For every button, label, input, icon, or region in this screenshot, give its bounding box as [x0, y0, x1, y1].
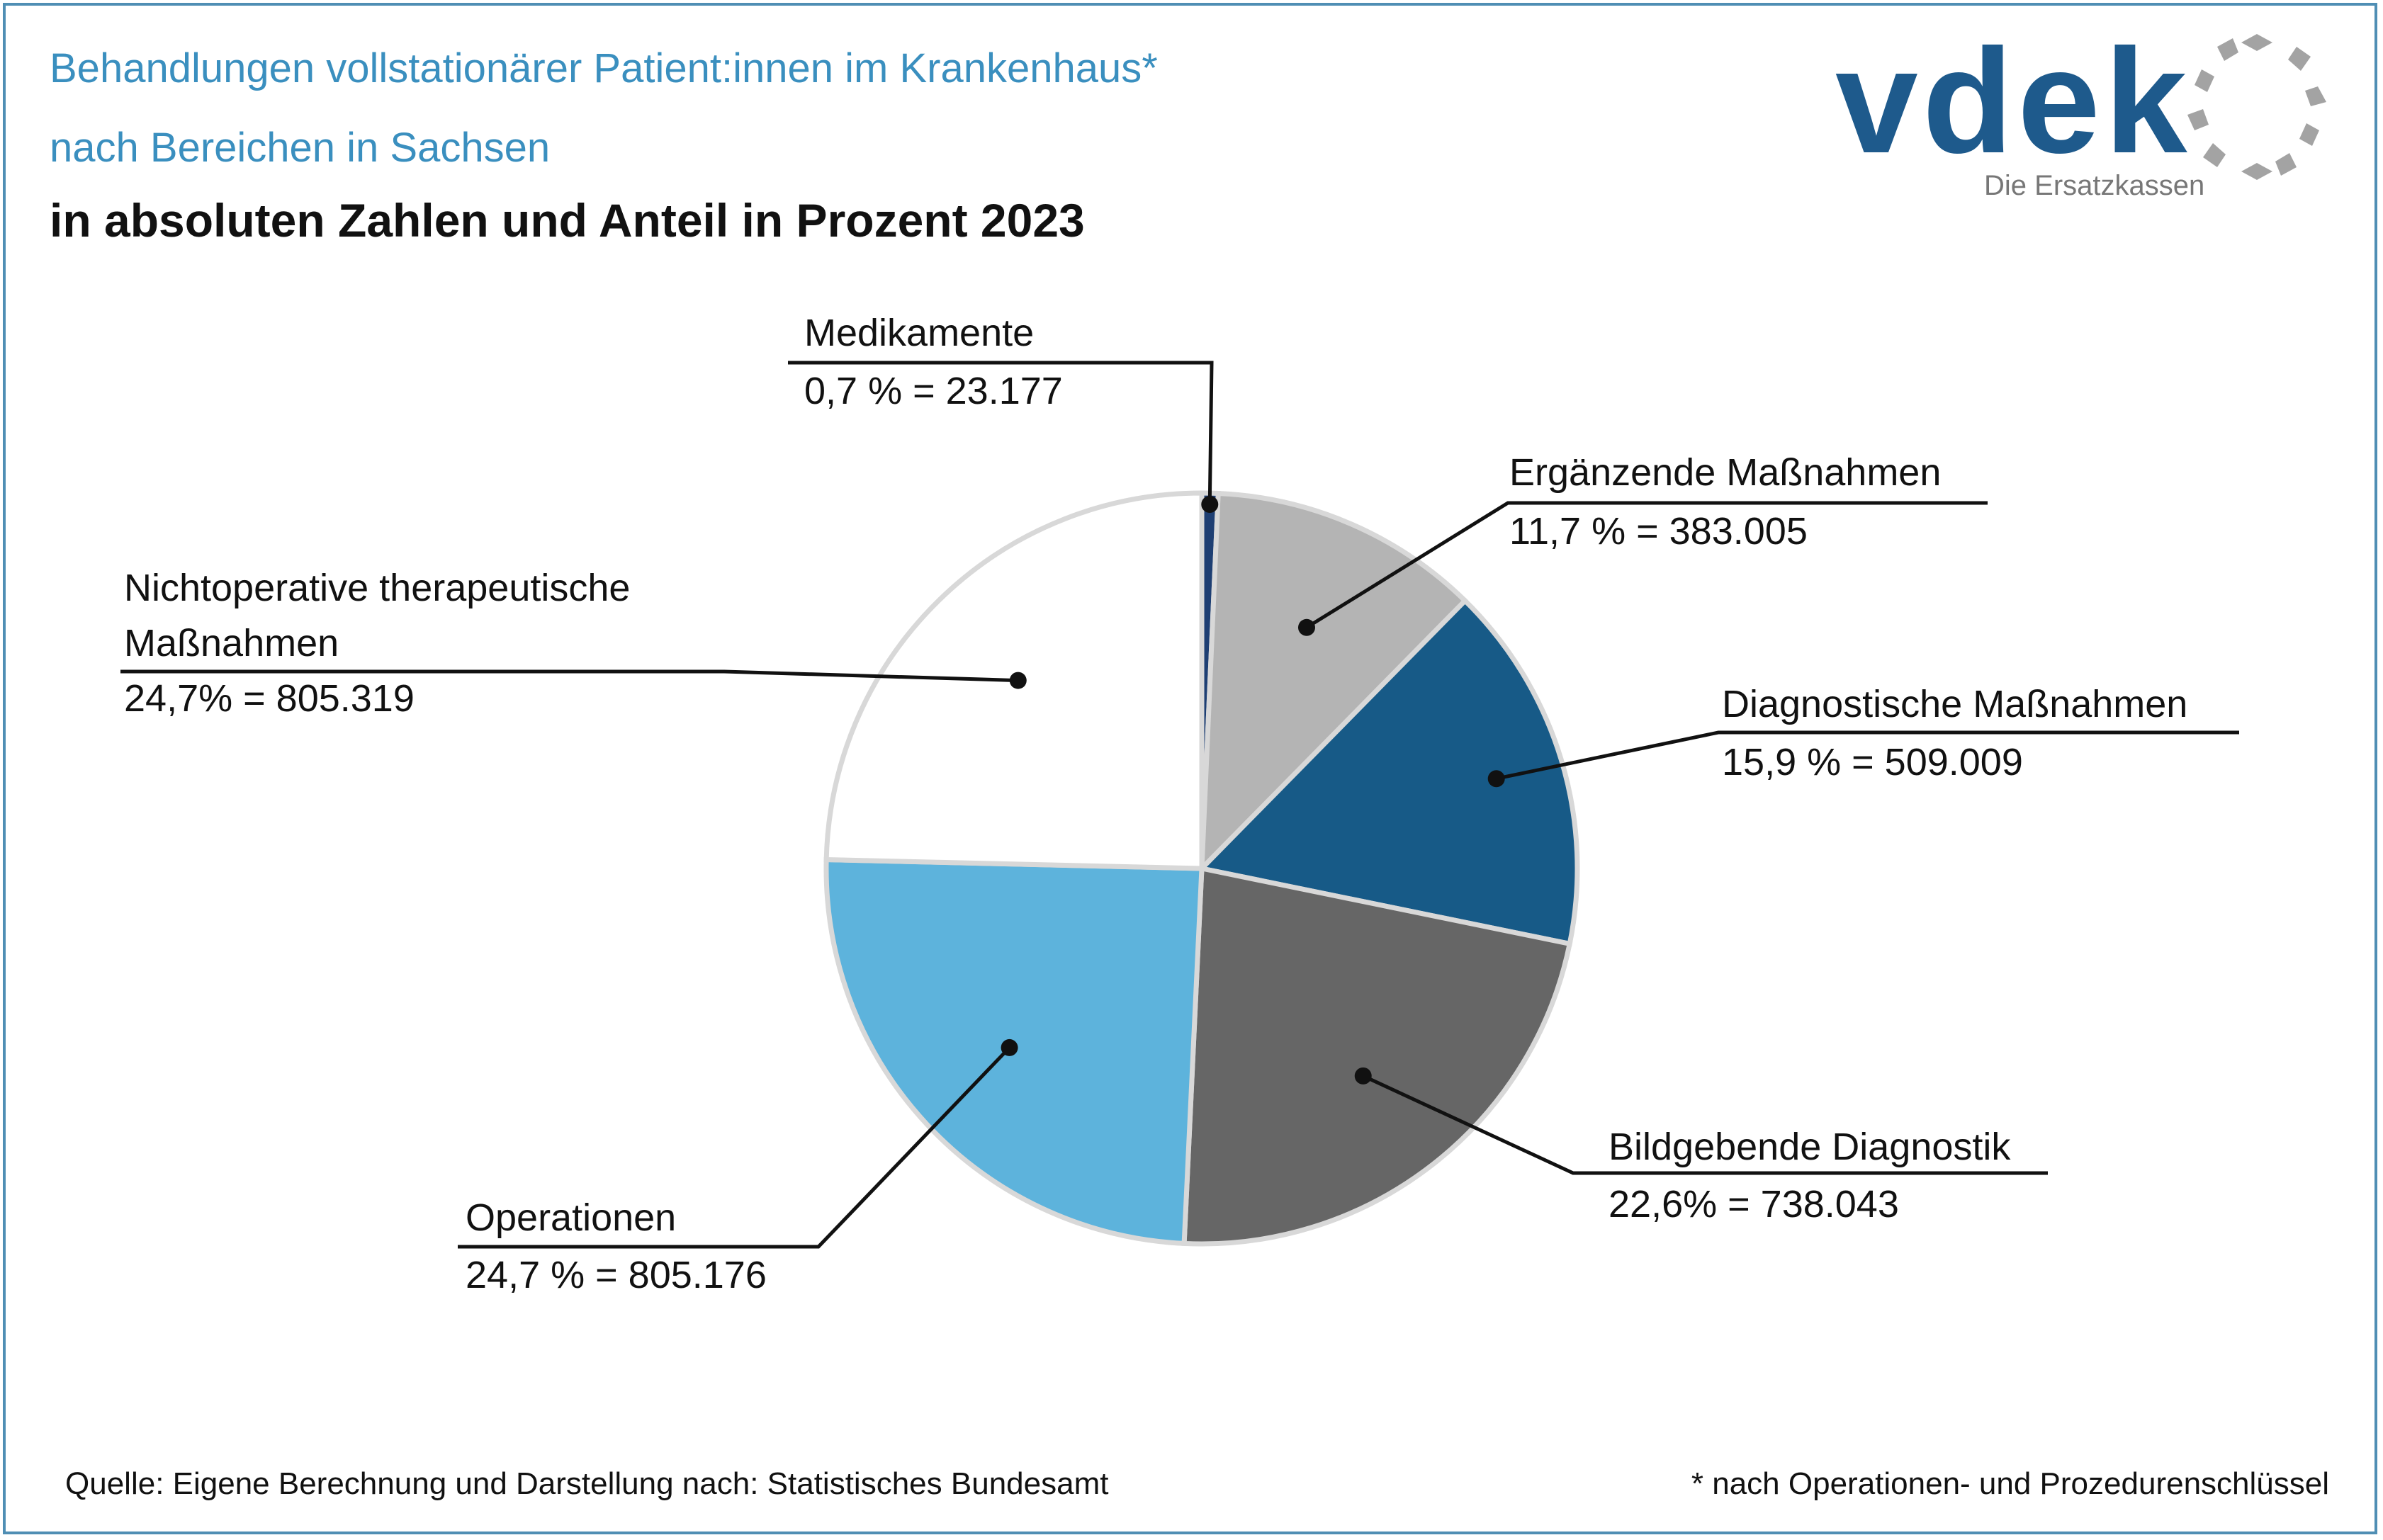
slice-label-1: Ergänzende Maßnahmen 11,7 % = 383.005: [1509, 451, 1941, 553]
slice-label-4: Operationen 24,7 % = 805.176: [466, 1196, 767, 1296]
logo-ring-icon: [2187, 34, 2326, 180]
leader-line-4: [458, 1046, 1011, 1249]
slice-label-5-line-1: Maßnahmen: [124, 622, 339, 664]
leader-line-1: [1305, 501, 1988, 629]
slice-label-3: Bildgebende Diagnostik 22,6% = 738.043: [1609, 1126, 2011, 1225]
leader-line-2: [1496, 730, 2239, 781]
slice-label-4-line-1: 24,7 % = 805.176: [466, 1254, 767, 1296]
source-note: Quelle: Eigene Berechnung und Darstellun…: [65, 1466, 1109, 1501]
leader-line-5: [120, 669, 1018, 683]
leader-dot-1: [1297, 618, 1315, 636]
slice-label-0: Medikamente 0,7 % = 23.177: [804, 312, 1063, 412]
leader-line-0: [788, 361, 1214, 505]
pie-slice-2: [1196, 597, 1580, 947]
slice-label-5-line-2: 24,7% = 805.319: [124, 677, 415, 720]
slice-label-2-line-0: Diagnostische Maßnahmen: [1722, 683, 2187, 725]
slice-label-0-line-0: Medikamente: [804, 312, 1034, 354]
slice-label-0-line-1: 0,7 % = 23.177: [804, 370, 1063, 412]
footnote: * nach Operationen- und Prozedurenschlüs…: [1691, 1466, 2329, 1501]
leader-dot-5: [1009, 672, 1027, 689]
slice-label-5: Nichtoperative therapeutische Maßnahmen 24…: [124, 567, 630, 720]
slice-label-1-line-1: 11,7 % = 383.005: [1509, 510, 1808, 553]
slice-label-2-line-1: 15,9 % = 509.009: [1722, 741, 2023, 783]
pie-slice-1: [1199, 490, 1469, 875]
slice-label-1-line-0: Ergänzende Maßnahmen: [1509, 451, 1941, 494]
leader-dot-4: [1001, 1038, 1018, 1056]
slice-label-2: Diagnostische Maßnahmen 15,9 % = 509.009: [1722, 683, 2187, 783]
chart-title-line-1: Behandlungen vollstationärer Patient:inn…: [50, 45, 1158, 91]
slice-label-4-line-0: Operationen: [466, 1196, 676, 1239]
slice-label-5-line-0: Nichtoperative therapeutische: [124, 567, 630, 609]
slice-label-3-line-1: 22,6% = 738.043: [1609, 1183, 1899, 1225]
logo-tagline: Die Ersatzkassen: [1984, 170, 2205, 201]
leader-dot-3: [1354, 1067, 1372, 1085]
slice-label-3-line-0: Bildgebende Diagnostik: [1609, 1126, 2011, 1168]
leader-dot-2: [1487, 770, 1505, 788]
chart-subtitle: in absoluten Zahlen und Anteil in Prozen…: [50, 194, 1085, 247]
chart-title-line-2: nach Bereichen in Sachsen: [50, 125, 551, 171]
leader-dot-0: [1201, 496, 1219, 514]
leader-line-3: [1362, 1074, 2048, 1175]
vdek-logo: vdek Die Ersatzkassen: [1821, 20, 2345, 213]
pie-slice-3: [1181, 865, 1573, 1247]
logo-wordmark: vdek: [1835, 18, 2192, 184]
chart-frame: [3, 3, 2377, 1534]
